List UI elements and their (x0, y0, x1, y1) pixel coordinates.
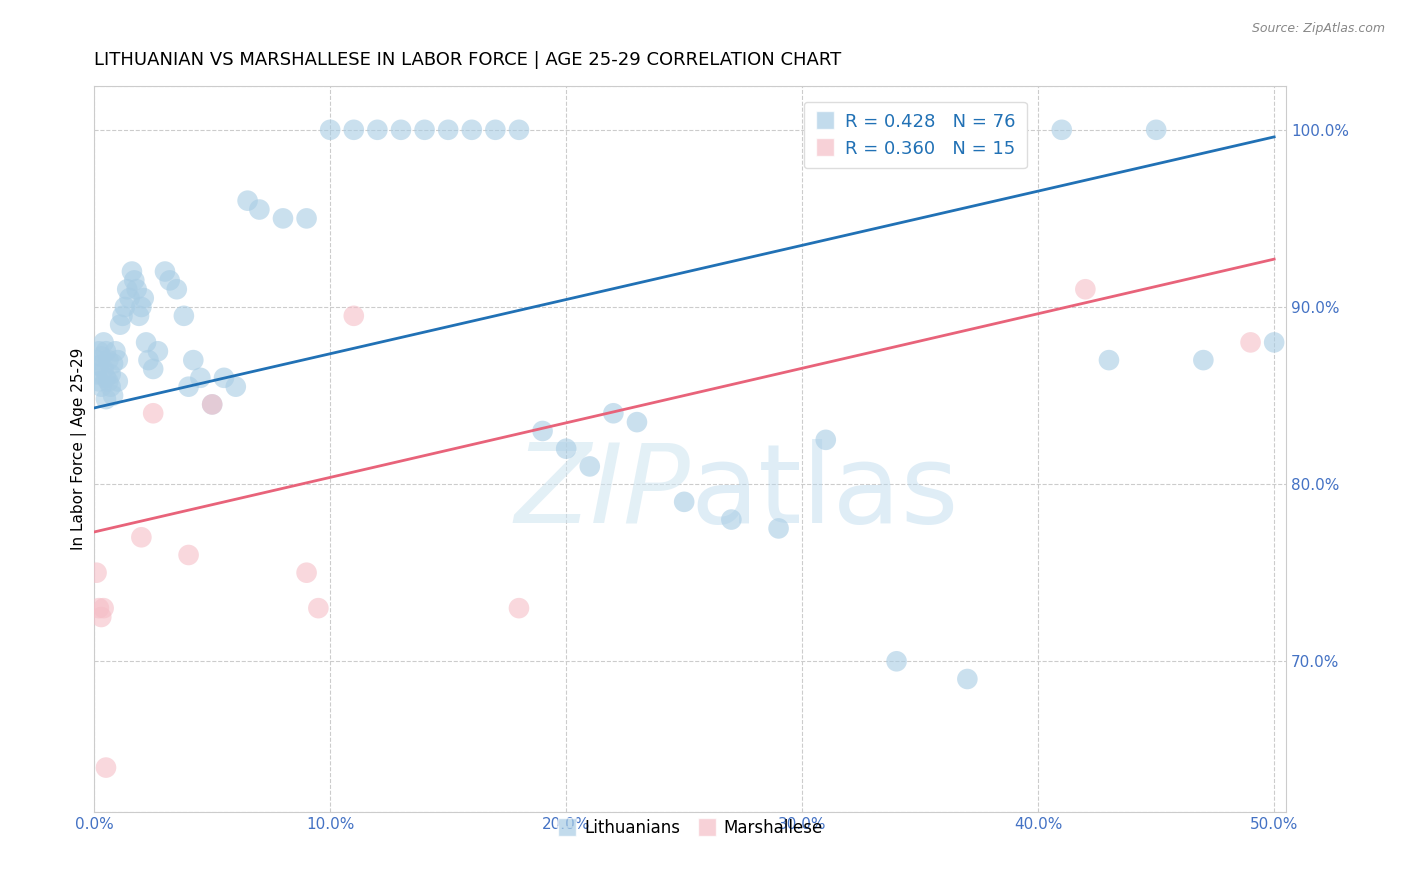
Point (100, 380, 122, 394)
Point (87, 359, 110, 373)
Point (90, 350, 112, 364)
Point (107, 353, 129, 368)
Point (461, 123, 484, 137)
Point (111, 309, 134, 323)
Point (97, 353, 120, 368)
Point (94, 761, 117, 775)
Point (1098, 353, 1121, 368)
Point (87, 601, 110, 615)
Point (131, 530, 153, 544)
Point (159, 273, 181, 287)
Point (626, 415, 648, 429)
Point (93, 335, 115, 350)
Point (389, 123, 412, 137)
Point (413, 123, 436, 137)
Point (343, 309, 366, 323)
Point (86, 566, 108, 580)
Point (673, 495, 696, 509)
Point (94, 344, 117, 359)
Point (128, 309, 150, 323)
Point (295, 211, 318, 226)
Point (814, 433, 837, 447)
Point (107, 375, 129, 389)
Point (101, 357, 124, 371)
Point (166, 282, 188, 296)
Point (247, 202, 270, 217)
Point (104, 344, 127, 359)
Point (86, 368, 108, 382)
Point (508, 601, 530, 615)
Point (100, 368, 122, 382)
Text: atlas: atlas (690, 439, 959, 546)
Point (1074, 282, 1097, 296)
Text: ZIP: ZIP (515, 439, 690, 546)
Point (295, 566, 318, 580)
Point (90, 610, 112, 624)
Point (118, 291, 141, 305)
Point (125, 282, 148, 296)
Point (578, 459, 600, 474)
Point (1239, 335, 1261, 350)
Point (720, 512, 742, 526)
Point (956, 672, 979, 686)
Text: Source: ZipAtlas.com: Source: ZipAtlas.com (1251, 22, 1385, 36)
Point (768, 521, 790, 535)
Point (142, 362, 165, 376)
Point (90, 380, 112, 394)
Point (97, 375, 120, 389)
Point (484, 123, 506, 137)
Point (124, 273, 146, 287)
Point (87, 344, 110, 359)
Point (108, 318, 131, 332)
Point (146, 344, 169, 359)
Point (437, 123, 460, 137)
Point (131, 300, 153, 314)
Point (135, 335, 157, 350)
Point (212, 371, 235, 385)
Point (93, 601, 115, 615)
Y-axis label: In Labor Force | Age 25-29: In Labor Force | Age 25-29 (72, 348, 87, 549)
Point (115, 282, 138, 296)
Point (307, 601, 329, 615)
Point (101, 388, 124, 402)
Point (319, 123, 342, 137)
Point (271, 211, 294, 226)
Point (86, 353, 108, 368)
Point (94, 371, 117, 385)
Point (173, 309, 195, 323)
Point (94, 392, 117, 406)
Point (138, 353, 160, 368)
Point (114, 300, 136, 314)
Point (121, 264, 143, 278)
Point (190, 371, 212, 385)
Point (201, 397, 224, 411)
Legend: Lithuanians, Marshallese: Lithuanians, Marshallese (551, 812, 830, 844)
Text: LITHUANIAN VS MARSHALLESE IN LABOR FORCE | AGE 25-29 CORRELATION CHART: LITHUANIAN VS MARSHALLESE IN LABOR FORCE… (94, 51, 841, 69)
Point (1144, 123, 1167, 137)
Point (1050, 123, 1073, 137)
Point (602, 406, 624, 420)
Point (531, 424, 554, 438)
Point (508, 123, 530, 137)
Point (555, 442, 578, 456)
Point (181, 353, 204, 368)
Point (177, 380, 200, 394)
Point (343, 123, 366, 137)
Point (1004, 123, 1026, 137)
Point (236, 194, 259, 208)
Point (177, 548, 200, 562)
Point (886, 654, 908, 668)
Point (93, 362, 115, 376)
Point (366, 123, 388, 137)
Point (132, 291, 155, 305)
Point (225, 380, 247, 394)
Point (1263, 335, 1285, 350)
Point (142, 406, 165, 420)
Point (1192, 353, 1215, 368)
Point (201, 397, 224, 411)
Point (87, 375, 110, 389)
Point (153, 264, 176, 278)
